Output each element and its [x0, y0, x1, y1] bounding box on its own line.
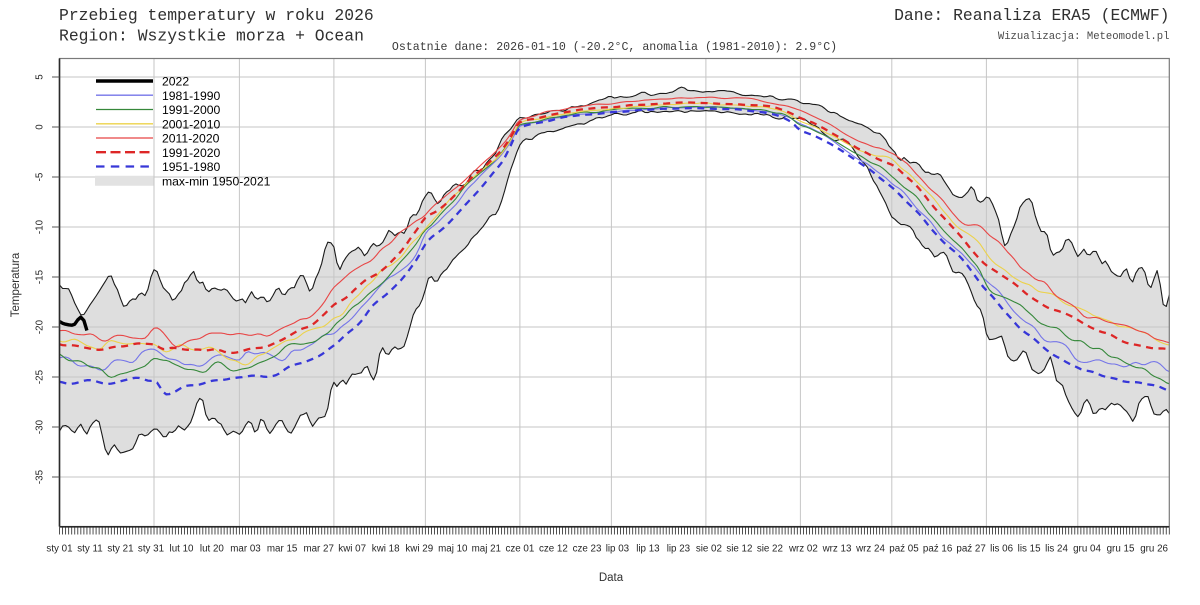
svg-text:lis 24: lis 24 — [1045, 544, 1068, 555]
svg-text:mar 03: mar 03 — [230, 544, 261, 555]
svg-text:Ostatnie dane: 2026-01-10 (-20: Ostatnie dane: 2026-01-10 (-20.2°C, anom… — [392, 41, 837, 54]
svg-text:lut 10: lut 10 — [170, 544, 195, 555]
svg-text:sie 12: sie 12 — [726, 544, 752, 555]
svg-text:wrz 02: wrz 02 — [788, 544, 818, 555]
svg-text:Temperatura: Temperatura — [10, 252, 22, 317]
svg-text:cze 23: cze 23 — [573, 544, 602, 555]
svg-text:1991-2020: 1991-2020 — [162, 146, 221, 160]
svg-text:paź 16: paź 16 — [923, 544, 953, 555]
svg-text:lis 06: lis 06 — [990, 544, 1013, 555]
svg-text:-10: -10 — [35, 219, 46, 234]
svg-text:max-min 1950-2021: max-min 1950-2021 — [162, 174, 271, 188]
svg-text:lis 15: lis 15 — [1018, 544, 1041, 555]
svg-text:paź 27: paź 27 — [956, 544, 985, 555]
svg-text:lip 03: lip 03 — [606, 544, 630, 555]
svg-text:Wizualizacja: Meteomodel.pl: Wizualizacja: Meteomodel.pl — [998, 31, 1170, 43]
svg-text:sie 22: sie 22 — [757, 544, 783, 555]
svg-text:wrz 13: wrz 13 — [822, 544, 852, 555]
svg-text:sty 31: sty 31 — [138, 544, 164, 555]
svg-text:1981-1990: 1981-1990 — [162, 89, 221, 103]
svg-text:-15: -15 — [35, 269, 46, 284]
svg-text:mar 15: mar 15 — [267, 544, 298, 555]
svg-text:Data: Data — [599, 572, 624, 584]
svg-text:lip 13: lip 13 — [636, 544, 660, 555]
svg-text:1951-1980: 1951-1980 — [162, 160, 221, 174]
svg-text:cze 12: cze 12 — [539, 544, 568, 555]
svg-text:wrz 24: wrz 24 — [855, 544, 885, 555]
svg-text:gru 26: gru 26 — [1140, 544, 1168, 555]
svg-text:lut 20: lut 20 — [200, 544, 225, 555]
svg-text:-5: -5 — [35, 172, 46, 181]
svg-text:-20: -20 — [35, 319, 46, 334]
svg-text:sty 21: sty 21 — [107, 544, 133, 555]
svg-text:gru 04: gru 04 — [1073, 544, 1101, 555]
svg-text:kwi 18: kwi 18 — [372, 544, 400, 555]
svg-text:5: 5 — [35, 74, 46, 80]
svg-text:-35: -35 — [35, 469, 46, 484]
svg-text:gru 15: gru 15 — [1107, 544, 1135, 555]
svg-text:lip 23: lip 23 — [667, 544, 691, 555]
svg-text:2001-2010: 2001-2010 — [162, 117, 221, 131]
svg-text:kwi 29: kwi 29 — [405, 544, 433, 555]
svg-text:maj 21: maj 21 — [472, 544, 501, 555]
svg-text:-25: -25 — [35, 369, 46, 384]
svg-text:2022: 2022 — [162, 75, 189, 89]
svg-text:0: 0 — [35, 124, 46, 130]
svg-text:sty 11: sty 11 — [77, 544, 102, 555]
svg-text:sty 01: sty 01 — [46, 544, 72, 555]
svg-text:sie 02: sie 02 — [696, 544, 722, 555]
svg-text:cze 01: cze 01 — [505, 544, 534, 555]
svg-text:Przebieg temperatury w roku 20: Przebieg temperatury w roku 2026 — [59, 6, 374, 25]
svg-text:2011-2020: 2011-2020 — [162, 132, 220, 146]
svg-text:mar 27: mar 27 — [303, 544, 334, 555]
svg-text:paź 05: paź 05 — [889, 544, 919, 555]
svg-text:Dane: Reanaliza ERA5 (ECMWF): Dane: Reanaliza ERA5 (ECMWF) — [894, 6, 1169, 25]
svg-text:Region: Wszystkie morza + Ocea: Region: Wszystkie morza + Ocean — [59, 27, 364, 46]
svg-text:maj 10: maj 10 — [438, 544, 468, 555]
svg-text:kwi 07: kwi 07 — [338, 544, 366, 555]
svg-text:-30: -30 — [35, 419, 46, 434]
svg-text:1991-2000: 1991-2000 — [162, 103, 221, 117]
